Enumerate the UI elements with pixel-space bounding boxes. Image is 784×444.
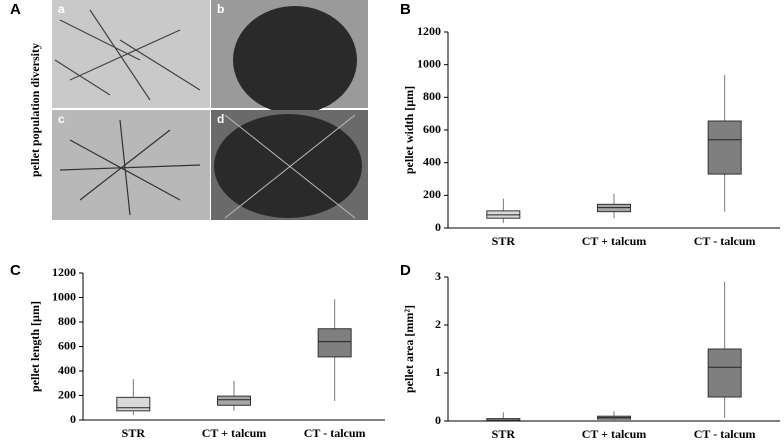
x-tick-label: CT - talcum: [694, 427, 756, 441]
x-tick-label: STR: [122, 426, 146, 440]
panel-a-ylabel: pellet population diversity: [28, 43, 42, 177]
y-tick-label: 800: [423, 89, 441, 103]
box: [116, 396, 151, 412]
y-tick-label: 1200: [417, 24, 441, 38]
y-tick-label: 0: [70, 412, 76, 426]
y-tick-label: 1: [435, 365, 441, 379]
box: [707, 120, 742, 175]
y-tick-label: 1000: [52, 289, 76, 303]
x-tick-label: CT + talcum: [202, 426, 267, 440]
y-tick-label: 3: [435, 269, 441, 283]
y-tick-label: 200: [423, 187, 441, 201]
x-tick-label: STR: [492, 234, 516, 248]
y-tick-label: 600: [423, 122, 441, 136]
image-label: d: [217, 112, 224, 126]
panel-letter: C: [10, 262, 21, 279]
micrographs: a b c d: [52, 0, 368, 220]
box: [217, 395, 251, 406]
x-tick-label: CT + talcum: [582, 234, 647, 248]
x-tick-label: CT + talcum: [582, 427, 647, 441]
y-axis-label: pellet width [µm]: [402, 86, 416, 174]
y-tick-label: 400: [58, 363, 76, 377]
y-tick-label: 600: [58, 338, 76, 352]
x-tick-label: CT - talcum: [304, 426, 366, 440]
box: [707, 348, 742, 398]
image-label: a: [58, 2, 65, 16]
panel-letter: B: [400, 1, 411, 18]
x-tick-label: CT - talcum: [694, 234, 756, 248]
panel-letter: D: [400, 262, 411, 279]
image-a: [52, 0, 210, 108]
y-axis-label: pellet length [µm]: [28, 301, 42, 392]
y-axis-label: pellet area [mm²]: [402, 305, 416, 393]
box: [317, 328, 352, 358]
y-tick-label: 400: [423, 154, 441, 168]
y-tick-label: 800: [58, 314, 76, 328]
y-tick-label: 0: [435, 220, 441, 234]
y-tick-label: 200: [58, 387, 76, 401]
y-tick-label: 1200: [52, 265, 76, 279]
y-tick-label: 0: [435, 413, 441, 427]
x-tick-label: STR: [492, 427, 516, 441]
y-tick-label: 2: [435, 317, 441, 331]
y-tick-label: 1000: [417, 56, 441, 70]
image-label: c: [58, 112, 65, 126]
panel-letter: A: [10, 1, 21, 18]
image-label: b: [217, 2, 224, 16]
